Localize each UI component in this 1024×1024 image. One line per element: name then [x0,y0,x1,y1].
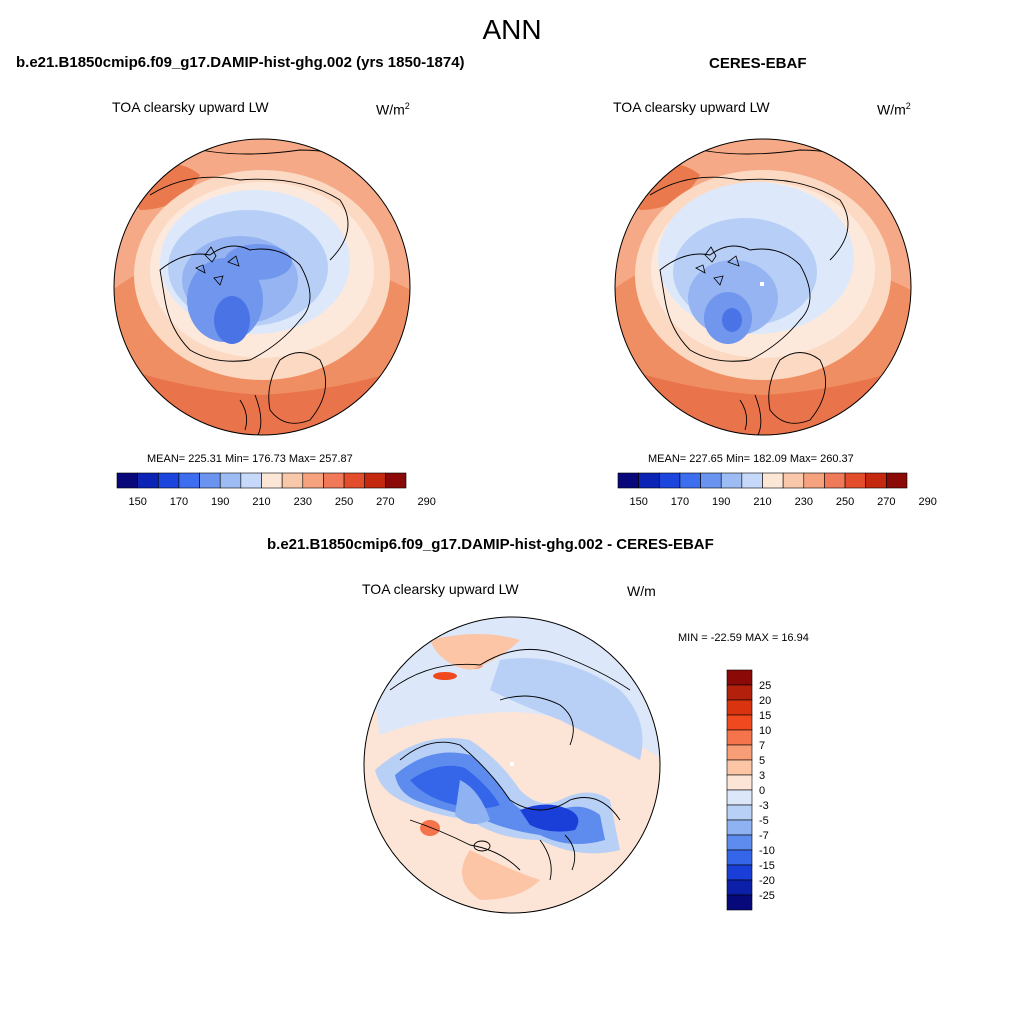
colorbar-tick-label: 230 [795,496,813,508]
colorbar-swatch [199,472,221,489]
colorbar-swatch [803,472,825,489]
colorbar-swatch [726,819,753,836]
colorbar-tick-label: 190 [211,496,229,508]
colorbar-swatch [726,789,753,806]
colorbar-swatch [726,864,753,881]
colorbar-swatch [726,879,753,896]
colorbar-tick-label: -25 [759,890,775,902]
colorbar-tick-label: 0 [759,785,765,797]
colorbar-swatch [762,472,784,489]
colorbar-tick-label: 170 [671,496,689,508]
colorbar-swatch [865,472,887,489]
colorbar-tick-label: 10 [759,725,771,737]
colorbar-tick-label: 170 [170,496,188,508]
colorbar-swatch [726,729,753,746]
colorbar-tick-label: 5 [759,755,765,767]
colorbar-swatch [726,669,753,686]
panel2-polar-map [614,138,912,436]
colorbar-tick-label: 7 [759,740,765,752]
colorbar-tick-label: 250 [335,496,353,508]
colorbar-tick-label: 270 [877,496,895,508]
colorbar-tick-label: -3 [759,800,769,812]
colorbar-tick-label: 210 [252,496,270,508]
panel2-stats: MEAN= 227.65 Min= 182.09 Max= 260.37 [648,453,854,465]
colorbar-tick-label: 290 [417,496,435,508]
panel1-polar-map [113,138,411,436]
diff-polar-map [363,616,661,914]
colorbar-swatch [137,472,159,489]
colorbar-swatch [726,699,753,716]
colorbar-tick-label: 230 [294,496,312,508]
panel1-colorbar: 150 170 190 210 230 250 270 290 [116,472,436,508]
diff-units: W/m [627,583,656,599]
panel1-field-label: TOA clearsky upward LW [112,99,269,115]
panel2-field-label: TOA clearsky upward LW [613,99,770,115]
colorbar-tick-label: 3 [759,770,765,782]
panel1-units: W/m2 [376,101,410,118]
colorbar-swatch [343,472,366,489]
colorbar-swatch [617,472,639,489]
panel2-colorbar: 150 170 190 210 230 250 270 290 [617,472,937,508]
colorbar-tick-label: 270 [376,496,394,508]
diff-colorbar: 25 20 15 10 7 5 3 0 -3 -5 -7 -10 -15 -20 -25 [726,669,775,911]
colorbar-tick-label: -5 [759,815,769,827]
colorbar-tick-label: 20 [759,695,771,707]
colorbar-swatch [323,472,345,489]
colorbar-tick-label: -10 [759,845,775,857]
panel1-stats: MEAN= 225.31 Min= 176.73 Max= 257.87 [147,453,353,465]
colorbar-swatch [658,472,681,489]
colorbar-tick-label: 250 [836,496,854,508]
colorbar-swatch [281,472,304,489]
colorbar-swatch [726,774,753,791]
figure-title: ANN [482,14,542,45]
colorbar-swatch [726,744,753,761]
colorbar-tick-label: 15 [759,710,771,722]
colorbar-swatch [240,472,262,489]
colorbar-swatch [157,472,180,489]
colorbar-tick-label: -7 [759,830,769,842]
colorbar-tick-label: 150 [629,496,647,508]
colorbar-swatch [364,472,386,489]
colorbar-swatch [116,472,138,489]
colorbar-tick-label: 25 [759,680,771,692]
colorbar-swatch [638,472,660,489]
colorbar-swatch [679,472,701,489]
colorbar-swatch [886,472,908,489]
colorbar-swatch [726,834,753,851]
colorbar-swatch [726,684,753,701]
colorbar-swatch [261,472,283,489]
colorbar-swatch [700,472,722,489]
colorbar-tick-label: 290 [918,496,936,508]
colorbar-swatch [741,472,763,489]
colorbar-swatch [720,472,743,489]
colorbar-tick-label: -20 [759,875,775,887]
colorbar-swatch [178,472,200,489]
colorbar-tick-label: 150 [128,496,146,508]
colorbar-swatch [726,894,753,911]
colorbar-tick-label: 190 [712,496,730,508]
panel2-case-title: CERES-EBAF [709,55,807,72]
panel2-units: W/m2 [877,101,911,118]
colorbar-tick-label: -15 [759,860,775,872]
colorbar-swatch [782,472,805,489]
colorbar-swatch [726,804,753,821]
colorbar-swatch [726,849,753,866]
colorbar-swatch [385,472,407,489]
colorbar-swatch [726,714,753,731]
colorbar-swatch [219,472,242,489]
colorbar-swatch [844,472,867,489]
diff-minmax: MIN = -22.59 MAX = 16.94 [678,632,809,644]
colorbar-swatch [824,472,846,489]
diff-field-label: TOA clearsky upward LW [362,581,519,597]
panel1-case-title: b.e21.B1850cmip6.f09_g17.DAMIP-hist-ghg.… [16,54,465,71]
colorbar-swatch [726,759,753,776]
colorbar-swatch [302,472,324,489]
colorbar-tick-label: 210 [753,496,771,508]
diff-title: b.e21.B1850cmip6.f09_g17.DAMIP-hist-ghg.… [267,536,714,553]
